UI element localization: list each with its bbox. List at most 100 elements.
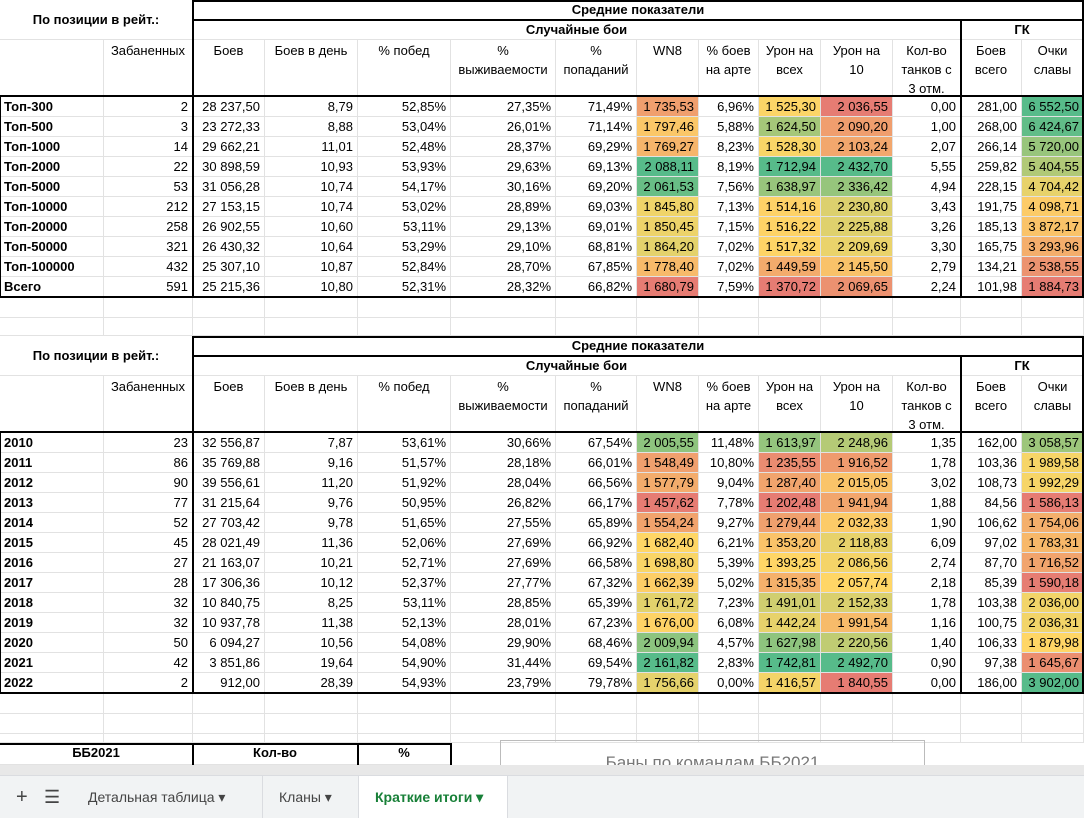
value-cell: 10,74 xyxy=(265,177,358,197)
all-sheets[interactable]: ☰ xyxy=(44,787,61,807)
value-cell: 28,89% xyxy=(451,197,556,217)
value-cell: 2 220,56 xyxy=(821,633,893,653)
add-sheet[interactable]: + xyxy=(16,786,28,808)
value-cell: 66,56% xyxy=(556,473,637,493)
subgroup-header: Случайные бои xyxy=(193,356,961,376)
value-cell: 52,84% xyxy=(358,257,451,277)
value-cell: 54,93% xyxy=(358,673,451,693)
value-cell: 11,20 xyxy=(265,473,358,493)
value-cell: 54,08% xyxy=(358,633,451,653)
value-cell: 50,95% xyxy=(358,493,451,513)
value-cell: 228,15 xyxy=(961,177,1022,197)
value-cell: 66,82% xyxy=(556,277,637,297)
column-header: % попаданий xyxy=(556,40,637,96)
value-cell: 1 989,58 xyxy=(1022,453,1084,473)
value-cell: 27,69% xyxy=(451,533,556,553)
value-cell: 2,79 xyxy=(893,257,961,277)
value-cell: 27 153,15 xyxy=(193,197,265,217)
value-cell: 69,54% xyxy=(556,653,637,673)
tab[interactable]: Детальная таблица ▾ xyxy=(88,789,226,805)
value-cell: 1,35 xyxy=(893,433,961,453)
empty-cell xyxy=(265,298,358,318)
value-cell: 28 xyxy=(104,573,193,593)
empty-cell xyxy=(193,318,265,336)
subgroup-header: ГК xyxy=(961,20,1084,40)
value-cell: 31 215,64 xyxy=(193,493,265,513)
value-cell: 1 884,73 xyxy=(1022,277,1084,297)
value-cell: 3,26 xyxy=(893,217,961,237)
value-cell: 2 103,24 xyxy=(821,137,893,157)
active-tab[interactable]: Краткие итоги ▾ xyxy=(358,776,508,818)
column-header: Боев в день xyxy=(265,376,358,432)
value-cell: 27 703,42 xyxy=(193,513,265,533)
empty-cell xyxy=(451,734,556,743)
value-cell: 10,87 xyxy=(265,257,358,277)
border xyxy=(0,692,1084,694)
value-cell: 6,96% xyxy=(699,97,759,117)
value-cell: 28,85% xyxy=(451,593,556,613)
value-cell: 69,01% xyxy=(556,217,637,237)
value-cell: 4,57% xyxy=(699,633,759,653)
empty-cell xyxy=(104,694,193,714)
empty-cell xyxy=(556,318,637,336)
border xyxy=(0,431,1,693)
empty-cell xyxy=(637,714,699,734)
subgroup-header: ГК xyxy=(961,356,1084,376)
empty-cell xyxy=(759,318,821,336)
row-label: 2015 xyxy=(0,533,104,553)
value-cell: 134,21 xyxy=(961,257,1022,277)
column-header: Урон на 10 xyxy=(821,40,893,96)
border xyxy=(193,355,1084,357)
value-cell: 54,17% xyxy=(358,177,451,197)
column-header: Очки славы xyxy=(1022,40,1084,96)
empty-cell xyxy=(451,298,556,318)
value-cell: 1 370,72 xyxy=(759,277,821,297)
tab[interactable]: Кланы ▾ xyxy=(262,776,348,818)
empty-cell xyxy=(821,318,893,336)
column-header: Боев всего xyxy=(961,40,1022,96)
empty-cell xyxy=(358,714,451,734)
value-cell: 6 552,50 xyxy=(1022,97,1084,117)
value-cell: 2 088,11 xyxy=(637,157,699,177)
value-cell: 7,23% xyxy=(699,593,759,613)
value-cell: 1 393,25 xyxy=(759,553,821,573)
value-cell: 1 613,97 xyxy=(759,433,821,453)
value-cell: 29,13% xyxy=(451,217,556,237)
column-header: Урон на всех xyxy=(759,376,821,432)
value-cell: 1 514,16 xyxy=(759,197,821,217)
empty-cell xyxy=(961,694,1022,714)
value-cell: 1 353,20 xyxy=(759,533,821,553)
value-cell: 1 735,53 xyxy=(637,97,699,117)
value-cell: 54,90% xyxy=(358,653,451,673)
tab-label: Кланы xyxy=(279,789,321,805)
value-cell: 5,39% xyxy=(699,553,759,573)
empty-cell xyxy=(699,714,759,734)
value-cell: 3,43 xyxy=(893,197,961,217)
value-cell: 26,01% xyxy=(451,117,556,137)
value-cell: 11,01 xyxy=(265,137,358,157)
value-cell: 103,36 xyxy=(961,453,1022,473)
empty-cell xyxy=(821,298,893,318)
value-cell: 6 094,27 xyxy=(193,633,265,653)
row-label: 2016 xyxy=(0,553,104,573)
value-cell: 26,82% xyxy=(451,493,556,513)
value-cell: 2 161,82 xyxy=(637,653,699,673)
value-cell: 67,54% xyxy=(556,433,637,453)
value-cell: 7,13% xyxy=(699,197,759,217)
value-cell: 1 528,30 xyxy=(759,137,821,157)
empty-cell xyxy=(556,694,637,714)
value-cell: 432 xyxy=(104,257,193,277)
value-cell: 51,65% xyxy=(358,513,451,533)
value-cell: 2 090,20 xyxy=(821,117,893,137)
value-cell: 29,90% xyxy=(451,633,556,653)
value-cell: 52,85% xyxy=(358,97,451,117)
value-cell: 28,32% xyxy=(451,277,556,297)
empty-cell xyxy=(893,714,961,734)
header-cell xyxy=(0,376,104,432)
value-cell: 3 872,17 xyxy=(1022,217,1084,237)
value-cell: 66,17% xyxy=(556,493,637,513)
value-cell: 53,02% xyxy=(358,197,451,217)
value-cell: 85,39 xyxy=(961,573,1022,593)
value-cell: 1 682,40 xyxy=(637,533,699,553)
